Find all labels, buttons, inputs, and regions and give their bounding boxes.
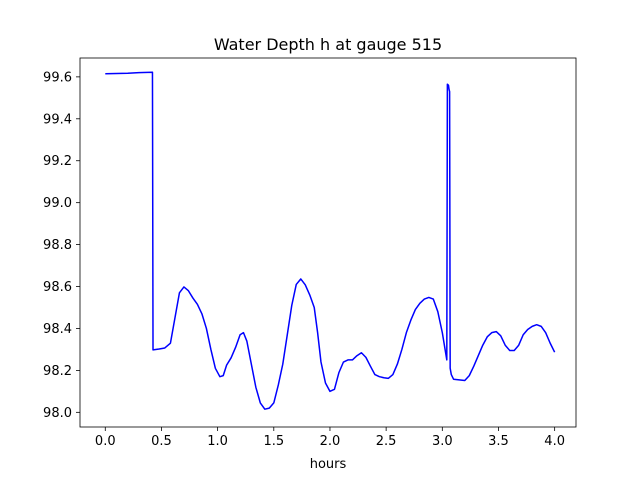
x-tick-label: 4.0 bbox=[544, 434, 565, 449]
y-tick-label: 99.2 bbox=[43, 154, 72, 169]
y-tick-label: 98.0 bbox=[43, 406, 72, 421]
y-tick-label: 98.6 bbox=[43, 280, 72, 295]
series-line-0 bbox=[105, 71, 556, 410]
plot-frame bbox=[79, 57, 577, 428]
x-tick-label: 0.5 bbox=[151, 434, 172, 449]
y-tick-label: 99.6 bbox=[43, 70, 72, 85]
x-tick-label: 1.5 bbox=[263, 434, 284, 449]
x-tick-label: 0.0 bbox=[95, 434, 116, 449]
chart-title: Water Depth h at gauge 515 bbox=[214, 35, 442, 54]
x-tick-label: 2.5 bbox=[376, 434, 397, 449]
plot-area: 0.0 0.5 1.0 1.5 2.0 2.5 3.0 3.5 4.0 98.0 98.2 98.4 9… bbox=[43, 57, 577, 449]
y-tick-label: 98.4 bbox=[43, 322, 72, 337]
y-tick-label: 98.2 bbox=[43, 364, 72, 379]
y-tick-label: 99.0 bbox=[43, 196, 72, 211]
x-tick-label: 2.0 bbox=[320, 434, 341, 449]
y-tick-label: 99.4 bbox=[43, 112, 72, 127]
x-tick-label: 3.5 bbox=[488, 434, 509, 449]
x-tick-label: 3.0 bbox=[432, 434, 453, 449]
y-tick-label: 98.8 bbox=[43, 238, 72, 253]
x-axis-label: hours bbox=[310, 457, 347, 472]
x-tick-label: 1.0 bbox=[207, 434, 228, 449]
